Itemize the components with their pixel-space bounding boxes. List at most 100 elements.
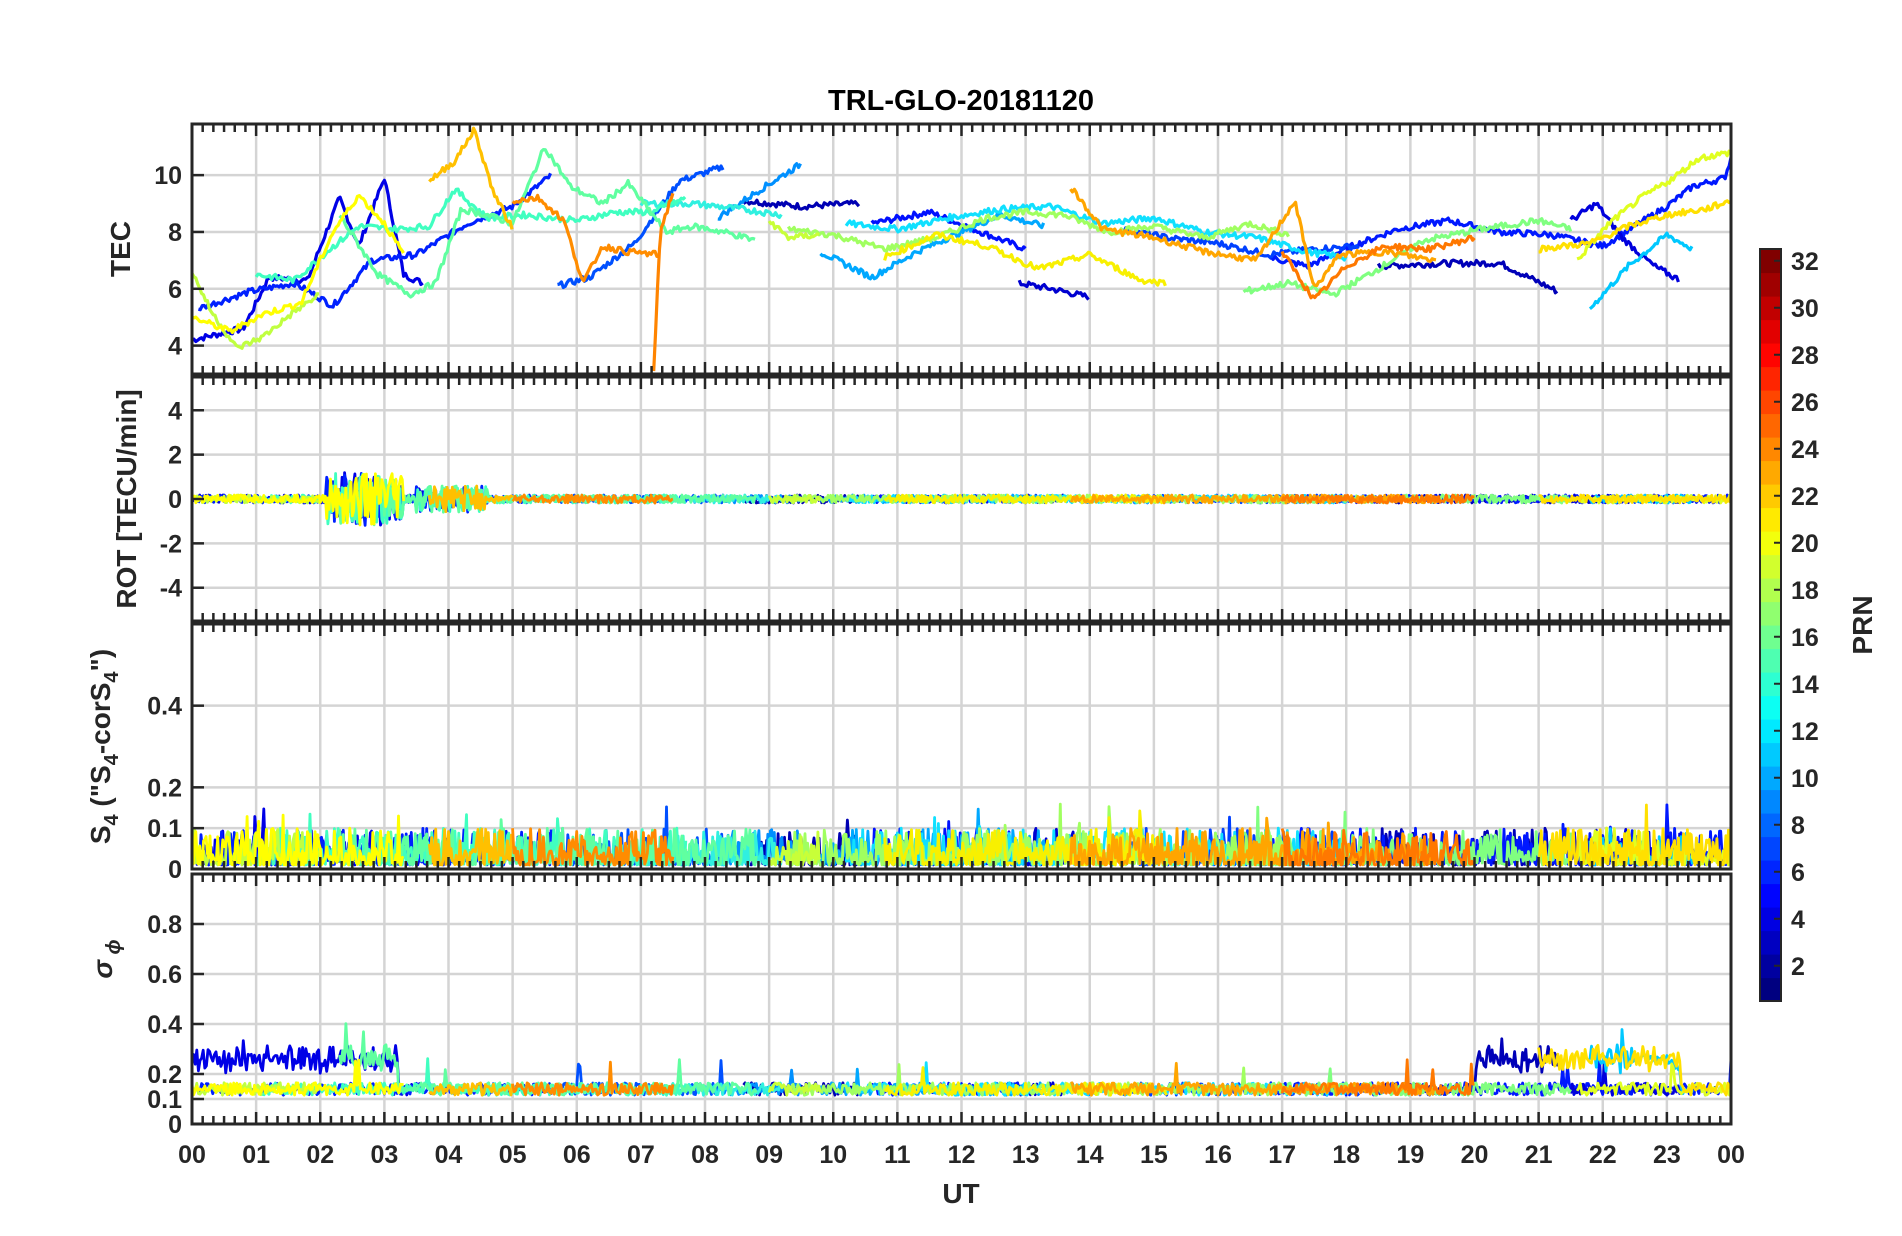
colorbar-tick-label: 8 <box>1791 812 1805 840</box>
colorbar-tick-label: 24 <box>1791 436 1819 464</box>
y-tick-label: -4 <box>160 575 182 603</box>
colorbar-tick-label: 16 <box>1791 624 1819 652</box>
x-axis-label: UT <box>942 1178 979 1209</box>
x-tick-label: 04 <box>435 1141 463 1169</box>
colorbar-segment <box>1760 460 1781 485</box>
chart-title: TRL-GLO-20181120 <box>828 85 1094 117</box>
series-prn-24 <box>511 193 660 283</box>
series-prn-22 <box>427 827 514 867</box>
x-tick-label: 23 <box>1653 1141 1681 1169</box>
panel-tec: 4 6 8 10 TEC <box>105 122 1733 376</box>
colorbar-segment <box>1760 836 1781 861</box>
series-prn-24 <box>511 1060 662 1097</box>
y-axis-label-part: ") <box>85 649 116 672</box>
y-tick-label: 4 <box>168 333 182 361</box>
series-prn-11 <box>1588 231 1694 310</box>
colorbar-tick-label: 28 <box>1791 342 1819 370</box>
series-prn-3 <box>742 198 861 211</box>
colorbar-frame <box>1759 248 1782 1002</box>
colorbar-segment <box>1760 343 1781 368</box>
series-prn-25 <box>1280 234 1476 300</box>
series-prn-19 <box>1576 149 1731 261</box>
colorbar-segment <box>1760 437 1781 462</box>
series-prn-24 <box>652 192 675 372</box>
series-prn-18 <box>767 220 820 242</box>
x-tick-label: 22 <box>1589 1141 1617 1169</box>
x-tick-label: 12 <box>948 1141 976 1169</box>
y-tick-label: 0.8 <box>147 911 182 939</box>
colorbar-segment <box>1760 390 1781 415</box>
colorbar-tick-label: 32 <box>1791 248 1819 276</box>
y-tick-label: 10 <box>154 162 182 190</box>
colorbar-segment <box>1760 672 1781 697</box>
x-tick-label: 10 <box>819 1141 847 1169</box>
panel-s4: 00.10.20.4S4 ("S4-corS4") <box>85 622 1733 884</box>
panel-tec-ticks <box>190 124 1733 374</box>
colorbar-segment <box>1760 413 1781 438</box>
colorbar-segment <box>1760 930 1781 955</box>
colorbar-segment <box>1760 648 1781 673</box>
series-prn-15 <box>338 148 756 299</box>
colorbar-label: PRN <box>1847 595 1878 654</box>
x-tick-label: 20 <box>1461 1141 1489 1169</box>
x-tick-label: 05 <box>499 1141 527 1169</box>
series-prn-14 <box>254 187 687 285</box>
y-tick-label: 0.1 <box>147 1086 182 1114</box>
y-tick-label: 0.2 <box>147 1061 182 1089</box>
colorbar-segment <box>1760 977 1781 1002</box>
series-prn-2 <box>1017 279 1090 301</box>
panel-tec-grid <box>192 124 1731 374</box>
y-axis-label-part: 4 <box>101 671 123 683</box>
x-tick-label: 13 <box>1012 1141 1040 1169</box>
series-prn-20 <box>192 1058 404 1097</box>
y-tick-label: -2 <box>160 530 182 558</box>
colorbar-tick-label: 20 <box>1791 530 1819 558</box>
y-tick-label: 0.4 <box>147 1011 182 1039</box>
x-tick-label: 06 <box>563 1141 591 1169</box>
series-prn-19 <box>1575 1062 1731 1097</box>
y-tick-label: 0 <box>168 1111 182 1139</box>
series-prn-24 <box>652 494 674 505</box>
y-axis-label-part: S <box>85 825 116 844</box>
colorbar-tick-label: 2 <box>1791 953 1805 981</box>
series-prn-25 <box>1280 1058 1475 1097</box>
series-prn-18 <box>767 493 822 505</box>
series-prn-21 <box>1537 1043 1731 1097</box>
colorbar-segment <box>1760 860 1781 885</box>
series-prn-18 <box>192 272 320 350</box>
y-axis-label-s4: S4 ("S4-corS4") <box>85 649 123 844</box>
colorbar-tick-label: 18 <box>1791 577 1819 605</box>
series-prn-22 <box>428 126 514 230</box>
x-tick-label: 00 <box>178 1141 206 1169</box>
colorbar-segment <box>1760 554 1781 579</box>
colorbar-segment <box>1760 766 1781 791</box>
y-tick-label: 0.4 <box>147 693 182 721</box>
series-prn-20 <box>192 194 405 335</box>
y-tick-label: 0 <box>168 486 182 514</box>
x-tick-label: 16 <box>1204 1141 1232 1169</box>
y-tick-label: 4 <box>168 397 182 425</box>
panel-s4-ticks <box>190 624 1733 871</box>
y-axis-label-tec: TEC <box>105 221 136 277</box>
x-tick-label: 01 <box>242 1141 270 1169</box>
y-axis-label-rot: ROT [TECU/min] <box>111 389 142 608</box>
series-prn-23 <box>1069 816 1437 867</box>
y-axis-label-part: σ <box>87 959 118 979</box>
panel-sigma-series <box>192 1022 1731 1097</box>
colorbar-tick-label: 4 <box>1791 906 1805 934</box>
y-tick-label: 2 <box>168 442 182 470</box>
series-prn-2 <box>1569 201 1680 283</box>
series-prn-21 <box>1538 199 1731 254</box>
colorbar-tick-label: 14 <box>1791 671 1819 699</box>
colorbar-segment <box>1760 366 1781 391</box>
series-prn-21 <box>1538 493 1731 505</box>
x-tick-label: 11 <box>884 1141 911 1169</box>
colorbar-tick-label: 30 <box>1791 295 1819 323</box>
x-tick-label: 08 <box>691 1141 719 1169</box>
series-prn-24 <box>652 1082 675 1096</box>
series-prn-24 <box>511 493 662 505</box>
colorbar-segment <box>1760 813 1781 838</box>
colorbar-segment <box>1760 789 1781 814</box>
colorbar-tick-label: 6 <box>1791 859 1805 887</box>
